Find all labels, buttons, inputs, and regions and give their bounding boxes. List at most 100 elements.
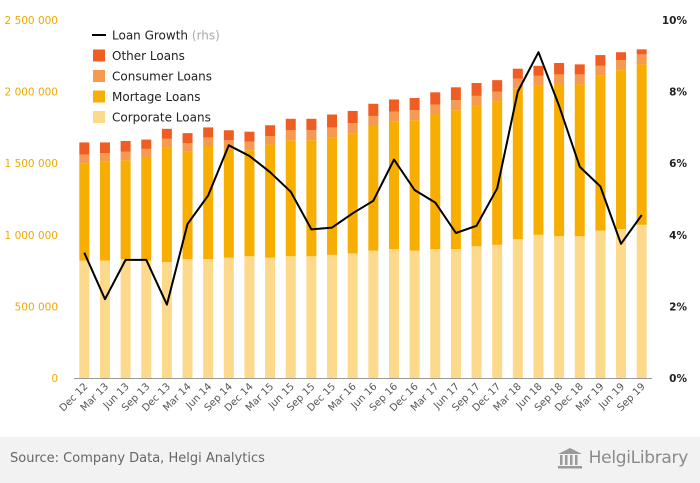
bar-mortage-loans <box>120 160 131 260</box>
bar-corporate-loans <box>161 262 172 378</box>
legend-swatch <box>93 49 105 62</box>
bar-consumer-loans <box>265 135 276 145</box>
bar-mortage-loans <box>203 146 214 260</box>
bar-other-loans <box>450 87 461 101</box>
chart: 0 500 000 1 000 000 1 500 000 2 000 000 2 500… <box>5 15 688 414</box>
bar-consumer-loans <box>120 151 131 161</box>
line-layer <box>83 51 643 306</box>
bar-mortage-loans <box>99 161 110 261</box>
bar-corporate-loans <box>636 224 647 378</box>
bar-corporate-loans <box>388 249 399 378</box>
bar-consumer-loans <box>636 54 647 65</box>
left-y-tick-label: 1 000 000 <box>5 230 58 242</box>
bar-other-loans <box>574 64 585 75</box>
bar-corporate-loans <box>244 256 255 378</box>
bar-other-loans <box>203 127 214 138</box>
bar-other-loans <box>388 99 399 112</box>
brand-name: HelgiLibrary <box>588 448 689 468</box>
bar-mortage-loans <box>347 133 358 254</box>
bar-consumer-loans <box>306 130 317 141</box>
bar-corporate-loans <box>409 250 420 378</box>
bar-other-loans <box>182 133 193 144</box>
footer: Source: Company Data, Helgi Analytics He… <box>0 437 700 483</box>
bar-consumer-loans <box>327 127 338 138</box>
library-building-icon <box>557 448 582 469</box>
bar-mortage-loans <box>244 150 255 257</box>
bar-consumer-loans <box>574 74 585 85</box>
right-y-tick-label: 0% <box>669 373 687 385</box>
bar-corporate-loans <box>471 246 482 378</box>
bar-corporate-loans <box>182 259 193 378</box>
bar-corporate-loans <box>554 236 565 378</box>
legend-label: Mortage Loans <box>112 90 201 104</box>
bar-consumer-loans <box>471 95 482 106</box>
bar-consumer-loans <box>554 74 565 85</box>
bar-consumer-loans <box>512 78 523 89</box>
legend-label: Loan Growth (rhs) <box>112 29 220 43</box>
bar-other-loans <box>244 131 255 142</box>
bar-corporate-loans <box>430 249 441 378</box>
bar-other-loans <box>636 49 647 55</box>
legend-swatch <box>93 90 105 103</box>
bar-corporate-loans <box>327 254 338 378</box>
bar-corporate-loans <box>79 260 90 378</box>
loan-growth-line <box>83 51 643 306</box>
bar-corporate-loans <box>533 234 544 378</box>
bar-consumer-loans <box>182 143 193 152</box>
legend-label: Consumer Loans <box>112 70 212 84</box>
bar-mortage-loans <box>471 105 482 247</box>
bar-mortage-loans <box>512 88 523 240</box>
bar-consumer-loans <box>203 137 214 147</box>
bar-consumer-loans <box>347 123 358 134</box>
bar-mortage-loans <box>595 75 606 231</box>
bar-consumer-loans <box>409 110 420 121</box>
bar-mortage-loans <box>636 64 647 225</box>
bar-other-loans <box>595 55 606 66</box>
right-y-tick-label: 6% <box>669 158 687 170</box>
bar-mortage-loans <box>265 144 276 258</box>
bar-mortage-loans <box>409 120 420 251</box>
bar-mortage-loans <box>388 121 399 250</box>
right-y-tick-label: 2% <box>669 301 687 313</box>
bar-consumer-loans <box>161 138 172 148</box>
bar-corporate-loans <box>203 259 214 378</box>
bar-other-loans <box>99 142 110 154</box>
bar-consumer-loans <box>79 154 90 164</box>
bar-other-loans <box>512 68 523 79</box>
bar-mortage-loans <box>450 110 461 250</box>
legend-swatch <box>93 111 105 123</box>
bar-other-loans <box>533 65 544 76</box>
bar-mortage-loans <box>141 157 152 261</box>
bar-other-loans <box>223 130 234 141</box>
bar-corporate-loans <box>141 260 152 378</box>
bar-consumer-loans <box>450 100 461 111</box>
bar-other-loans <box>347 110 358 124</box>
bar-mortage-loans <box>161 147 172 263</box>
bar-other-loans <box>327 114 338 128</box>
bar-other-loans <box>120 141 131 152</box>
brand-logo: HelgiLibrary <box>557 447 688 469</box>
bar-mortage-loans <box>430 114 441 250</box>
bar-consumer-loans <box>368 115 379 126</box>
bar-other-loans <box>616 52 627 61</box>
bar-mortage-loans <box>327 137 338 255</box>
bar-corporate-loans <box>492 244 503 378</box>
bar-mortage-loans <box>79 163 90 261</box>
right-y-tick-label: 10% <box>662 15 688 27</box>
bar-consumer-loans <box>595 65 606 76</box>
bar-mortage-loans <box>285 140 296 257</box>
bar-consumer-loans <box>430 104 441 115</box>
bar-mortage-loans <box>368 125 379 251</box>
bar-mortage-loans <box>306 140 317 257</box>
bar-other-loans <box>79 142 90 155</box>
bar-consumer-loans <box>244 141 255 151</box>
bar-other-loans <box>471 83 482 96</box>
bar-corporate-loans <box>223 257 234 378</box>
bar-corporate-loans <box>347 253 358 378</box>
bar-other-loans <box>409 98 420 111</box>
left-y-tick-label: 0 <box>51 373 58 385</box>
bar-mortage-loans <box>616 70 627 230</box>
bar-mortage-loans <box>554 84 565 237</box>
bar-mortage-loans <box>492 101 503 245</box>
